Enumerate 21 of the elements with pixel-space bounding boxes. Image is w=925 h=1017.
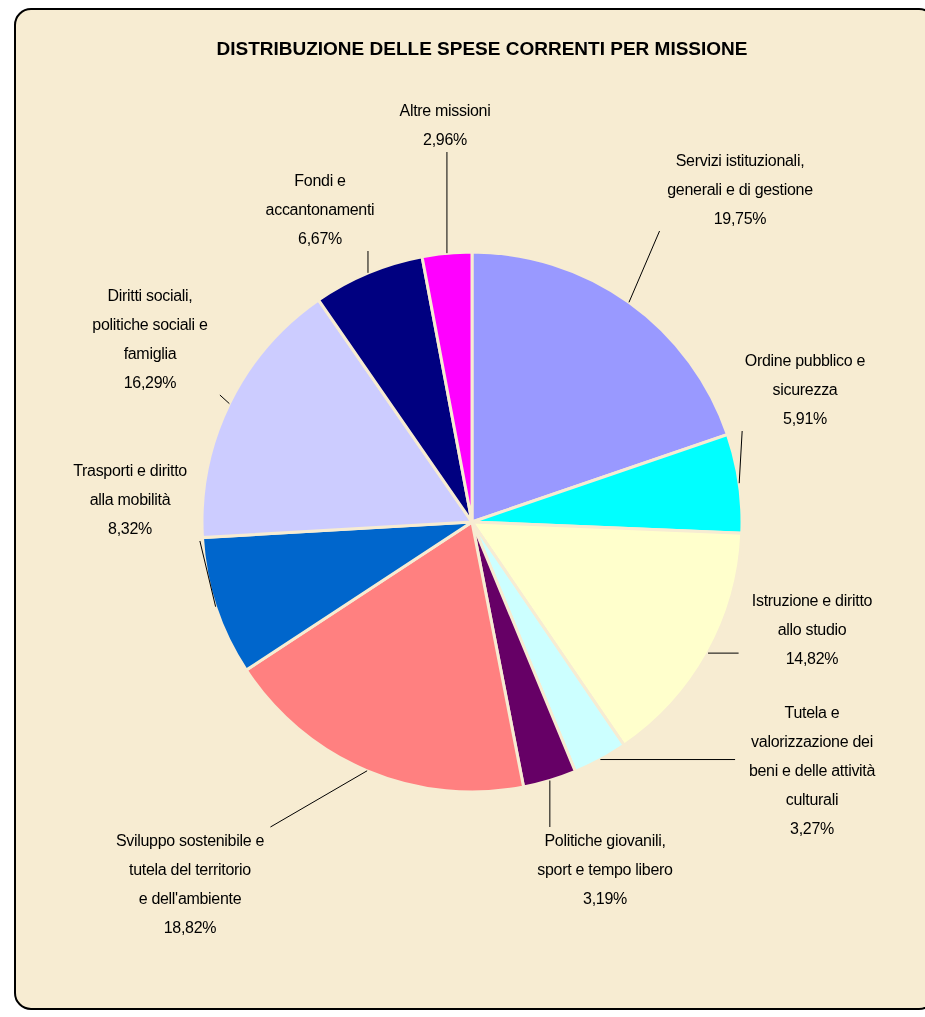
data-label: 16,29%	[123, 374, 177, 391]
slice-label: Istruzione e diritto allo studio	[751, 592, 873, 638]
chart-title: DISTRIBUZIONE DELLE SPESE CORRENTI PER MISSIONE	[216, 38, 748, 59]
data-label: 8,32%	[108, 520, 152, 537]
slice-label: Fondi e accantonamenti	[265, 172, 375, 218]
data-label: 19,75%	[713, 210, 767, 227]
data-label: 6,67%	[298, 230, 342, 247]
data-label: 18,82%	[163, 919, 217, 936]
data-label: 14,82%	[785, 650, 839, 667]
slice-label: Trasporti e diritto alla mobilità	[73, 462, 188, 508]
data-label: 2,96%	[423, 131, 467, 148]
slice-label: Sviluppo sostenibile e tutela del territorio e dell'ambiente	[115, 832, 265, 907]
data-label: 3,19%	[583, 890, 627, 907]
slice-label: Servizi istituzionali, generali e di gestione	[667, 152, 814, 198]
slice-label: Politiche giovanili, sport e tempo libero	[537, 832, 674, 878]
data-label: 5,91%	[783, 410, 827, 427]
slice-label: Diritti sociali, politiche sociali e famiglia	[92, 287, 209, 362]
slice-label: Ordine pubblico e sicurezza	[744, 352, 866, 398]
data-label: 3,27%	[790, 820, 834, 837]
slice-label: Altre missioni	[399, 102, 491, 119]
slice-label: Tutela e valorizzazione dei beni e delle attività culturali	[748, 704, 876, 808]
